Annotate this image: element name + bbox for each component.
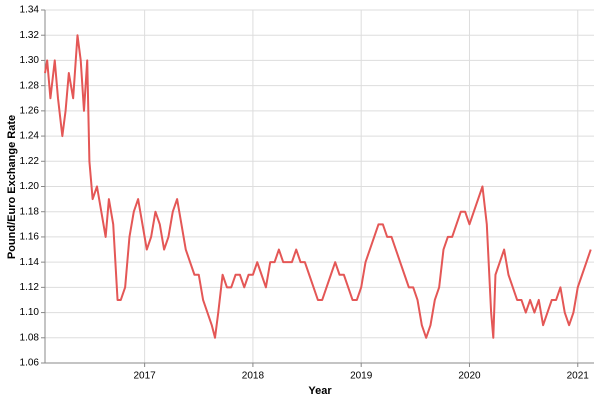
data-line — [44, 34, 592, 339]
x-tick-label: 2017 — [133, 371, 156, 382]
y-tick-label: 1.30 — [20, 55, 40, 66]
y-tick-label: 1.32 — [20, 30, 40, 41]
y-tick-label: 1.24 — [20, 131, 40, 142]
y-tick-label: 1.34 — [20, 5, 40, 16]
x-tick-label: 2018 — [242, 371, 265, 382]
x-axis-title: Year — [308, 385, 332, 397]
y-tick-label: 1.12 — [20, 282, 40, 293]
y-tick-label: 1.26 — [20, 105, 40, 116]
y-tick-label: 1.10 — [20, 307, 40, 318]
y-tick-label: 1.18 — [20, 206, 40, 217]
y-tick-label: 1.28 — [20, 80, 40, 91]
y-tick-label: 1.14 — [20, 257, 40, 268]
y-tick-label: 1.22 — [20, 156, 40, 167]
y-tick-label: 1.08 — [20, 332, 40, 343]
y-axis-title: Pound/Euro Exchange Rate — [6, 115, 18, 259]
y-tick-label: 1.20 — [20, 181, 40, 192]
x-tick-label: 2019 — [350, 371, 373, 382]
y-tick-label: 1.06 — [20, 358, 40, 369]
x-tick-label: 2020 — [458, 371, 481, 382]
x-tick-label: 2021 — [567, 371, 590, 382]
y-tick-label: 1.16 — [20, 232, 40, 243]
